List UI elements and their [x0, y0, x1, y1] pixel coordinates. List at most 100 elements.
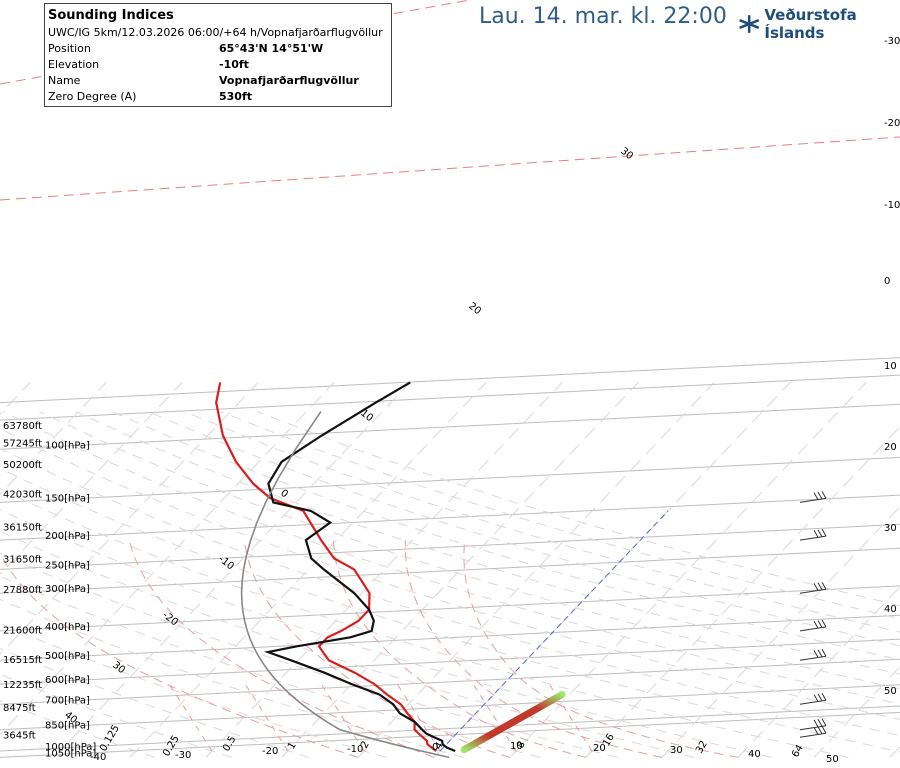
altitude-label: 3645ft	[3, 730, 36, 741]
moist-adiabat	[332, 540, 587, 758]
right-temp-label: 40	[884, 604, 897, 615]
isotherm-line	[129, 382, 487, 758]
right-temp-label: 30	[884, 523, 897, 534]
pressure-label: 1050[hPa]	[45, 748, 96, 759]
info-value: Vopnafjarðarflugvöllur	[219, 74, 359, 87]
dry-adiabat	[39, 411, 900, 690]
wind-barb	[799, 619, 827, 632]
pressure-label: 500[hPa]	[45, 651, 90, 662]
adiabat-label: 0	[278, 488, 290, 501]
dry-adiabat	[0, 447, 900, 736]
axis-labels: 1000[hPa]1050[hPa] 850[hPa] 700[hPa] 600[hP…	[3, 36, 900, 765]
isotherm-line	[205, 382, 563, 758]
wind-barb-feather	[813, 492, 819, 500]
pressure-label: 700[hPa]	[45, 695, 90, 706]
wind-barb-feather	[821, 725, 827, 734]
altitude-label: 36150ft	[3, 522, 42, 533]
mixing-ratio-line	[396, 683, 441, 752]
isotherm-lines	[0, 382, 900, 758]
right-temp-label: -30	[884, 36, 900, 47]
isobar-line	[0, 638, 900, 685]
altitude-label: 57245ft	[3, 439, 42, 450]
zero-isotherm-line	[0, 0, 900, 752]
adiabat-label: 30	[618, 146, 635, 163]
pressure-label: 100[hPa]	[45, 440, 90, 451]
info-label: Elevation	[48, 58, 100, 71]
right-temp-label: 0	[884, 276, 890, 287]
isotherm-line	[661, 506, 900, 758]
adiabat-label: 20	[466, 301, 483, 318]
wind-barb-shaft	[799, 699, 827, 705]
wind-barb-shaft	[799, 535, 827, 541]
isobar-line	[0, 705, 900, 752]
pressure-label: 200[hPa]	[45, 531, 90, 542]
reference-dashed-line	[0, 136, 900, 201]
wind-barb-feather	[813, 583, 819, 591]
right-temp-label: -20	[884, 118, 900, 129]
isotherm-line	[0, 382, 107, 495]
wind-barb-feather	[817, 719, 823, 727]
bottom-temp-label: 50	[826, 754, 839, 765]
info-label: Name	[48, 74, 81, 87]
info-title: Sounding Indices	[48, 8, 174, 23]
pressure-label: 400[hPa]	[45, 622, 90, 633]
dry-adiabat	[0, 427, 900, 721]
wind-barb	[799, 648, 827, 661]
wind-barbs	[799, 491, 827, 738]
wind-barb	[799, 581, 827, 594]
dry-adiabat	[0, 673, 233, 758]
isotherm-line	[0, 382, 259, 655]
pressure-label: 150[hPa]	[45, 493, 90, 504]
wind-barb-feather	[817, 620, 823, 628]
moist-adiabat	[0, 552, 359, 758]
adiabat-label: -10	[216, 554, 236, 573]
wind-barb-feather	[821, 491, 827, 499]
dry-adiabat	[256, 411, 900, 607]
mixing-ratio-lines	[168, 683, 593, 752]
dry-adiabat	[0, 509, 772, 758]
wind-barb	[799, 725, 827, 738]
isobar-line	[0, 684, 900, 731]
wind-barb-shaft	[799, 626, 827, 632]
mixing-ratio-line	[472, 683, 517, 752]
snowflake-icon	[739, 14, 760, 34]
wind-barb-feather	[821, 581, 827, 590]
isotherm-line	[0, 382, 183, 575]
wind-barb-feather	[813, 650, 819, 658]
mixing-ratio-label: 1	[286, 740, 299, 751]
info-row-zero-degree: Zero Degree (A) 530ft	[48, 89, 391, 105]
isotherm-line	[889, 746, 900, 758]
mixing-ratio-line	[548, 683, 593, 752]
wind-barb-feather	[821, 718, 827, 726]
isobar-line	[0, 547, 900, 594]
altitude-label: 21600ft	[3, 625, 42, 636]
wind-barb-feather	[817, 529, 823, 537]
moist-adiabat	[463, 540, 738, 758]
dry-adiabat	[2, 411, 900, 705]
wind-barb-feather	[817, 491, 823, 500]
mixing-ratio-label: 2	[359, 739, 372, 750]
mixing-ratio-label: 64	[790, 743, 806, 760]
altitude-label: 8475ft	[3, 703, 36, 714]
bottom-temp-label: -40	[90, 752, 106, 763]
wind-barb-feather	[821, 693, 827, 701]
bottom-temp-label: 30	[670, 745, 683, 756]
dry-adiabat	[0, 530, 695, 758]
wind-barb-feather	[817, 649, 823, 658]
altitude-label: 42030ft	[3, 489, 42, 500]
parcel-line	[240, 411, 450, 759]
wind-barb	[799, 491, 827, 503]
bottom-temp-label: 0	[432, 742, 438, 753]
dry-adiabat	[0, 552, 618, 758]
sounding-info-box: Sounding Indices UWC/IG 5km/12.03.2026 0…	[44, 3, 392, 107]
info-row-elevation: Elevation -10ft	[48, 57, 391, 73]
dry-adiabat	[0, 623, 387, 758]
right-temp-label: 50	[884, 686, 897, 697]
mixing-ratio-label: 8	[515, 739, 528, 750]
dry-adiabat	[0, 488, 849, 758]
pressure-label: 250[hPa]	[45, 560, 90, 571]
isotherm-line	[433, 382, 791, 758]
cape-band	[460, 691, 566, 754]
bottom-temp-label: 10	[510, 741, 523, 752]
mixing-ratio-line	[244, 683, 289, 752]
